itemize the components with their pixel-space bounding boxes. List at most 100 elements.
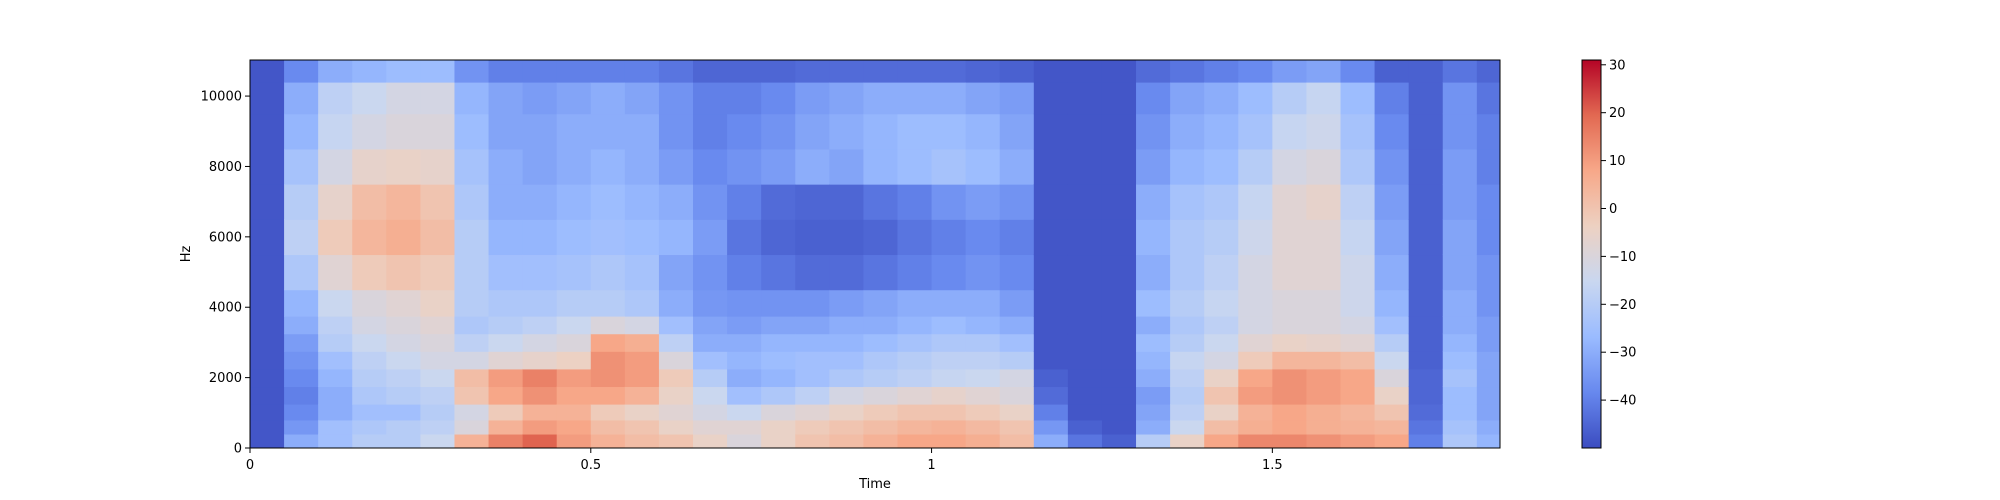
heatmap-cell — [624, 386, 660, 405]
heatmap-cell — [284, 60, 319, 83]
heatmap-cell — [488, 351, 524, 370]
heatmap-cell — [1476, 333, 1500, 352]
heatmap-cell — [590, 433, 626, 448]
heatmap-cell — [931, 148, 967, 185]
heatmap-cell — [1340, 351, 1376, 370]
heatmap-cell — [522, 60, 558, 83]
heatmap-cell — [420, 333, 456, 352]
heatmap-cell — [556, 333, 592, 352]
heatmap-cell — [931, 82, 967, 115]
heatmap-cell — [863, 404, 899, 421]
heatmap-cell — [1101, 333, 1137, 352]
heatmap-cell — [1272, 289, 1308, 317]
heatmap-cell — [829, 404, 865, 421]
heatmap-cell — [352, 386, 387, 405]
heatmap-cell — [386, 219, 421, 256]
heatmap-cell — [1442, 368, 1478, 388]
heatmap-cell — [1067, 419, 1103, 435]
heatmap-cell — [352, 333, 387, 352]
heatmap-cell — [1374, 404, 1410, 421]
heatmap-cell — [386, 82, 421, 115]
heatmap-cell — [250, 113, 285, 150]
heatmap-cell — [1374, 419, 1410, 435]
heatmap-cell — [693, 419, 728, 435]
heatmap-cell — [1067, 113, 1103, 150]
heatmap-cell — [1033, 289, 1069, 317]
heatmap-cell — [863, 433, 899, 448]
heatmap-cell — [1442, 148, 1478, 185]
heatmap-cell — [1101, 419, 1137, 435]
heatmap-cell — [1170, 113, 1205, 150]
heatmap-cell — [795, 82, 830, 115]
heatmap-cell — [1374, 433, 1410, 448]
heatmap-cell — [727, 386, 762, 405]
heatmap-cell — [250, 289, 285, 317]
heatmap-cell — [727, 60, 762, 83]
heatmap-cell — [693, 60, 728, 83]
heatmap-cell — [1442, 219, 1478, 256]
heatmap-cell — [795, 433, 830, 448]
heatmap-cell — [1067, 351, 1103, 370]
heatmap-cell — [1033, 254, 1069, 291]
heatmap-cell — [1238, 333, 1273, 352]
heatmap-cell — [693, 433, 728, 448]
heatmap-cell — [522, 82, 558, 115]
heatmap-cell — [863, 333, 899, 352]
heatmap-cell — [965, 113, 1001, 150]
heatmap-cell — [522, 219, 558, 256]
heatmap-cell — [1067, 316, 1103, 335]
heatmap-cell — [1272, 419, 1308, 435]
heatmap-cell — [829, 113, 865, 150]
heatmap-cell — [250, 351, 285, 370]
heatmap-cell — [1408, 333, 1444, 352]
heatmap-cell — [386, 419, 421, 435]
heatmap-cell — [1340, 419, 1376, 435]
heatmap-cell — [420, 386, 456, 405]
heatmap-cell — [352, 254, 387, 291]
heatmap-cell — [420, 419, 456, 435]
heatmap-cell — [795, 386, 830, 405]
colorbar-tick-label: 0 — [1609, 202, 1617, 217]
heatmap-cell — [1101, 82, 1137, 115]
heatmap-cell — [795, 254, 830, 291]
heatmap-cell — [590, 82, 626, 115]
heatmap-cell — [624, 82, 660, 115]
heatmap-cell — [1374, 289, 1410, 317]
heatmap-cell — [352, 351, 387, 370]
heatmap-cell — [1033, 386, 1069, 405]
heatmap-cell — [965, 60, 1001, 83]
heatmap-cell — [1408, 386, 1444, 405]
heatmap-cell — [556, 82, 592, 115]
heatmap-cell — [386, 316, 421, 335]
heatmap-cell — [693, 368, 728, 388]
heatmap-cell — [624, 254, 660, 291]
heatmap-cell — [1442, 184, 1478, 220]
heatmap-cell — [1204, 184, 1239, 220]
heatmap-cell — [488, 184, 524, 220]
heatmap-cell — [829, 60, 865, 83]
heatmap-cell — [897, 60, 933, 83]
heatmap-cell — [658, 82, 694, 115]
heatmap-cell — [1272, 60, 1308, 83]
heatmap-cell — [624, 60, 660, 83]
heatmap-cell — [1374, 184, 1410, 220]
heatmap-cell — [727, 184, 762, 220]
colorbar: 30 20 10 0 −10 −20 −30 −40 — [1581, 58, 1636, 449]
heatmap-cell — [1067, 60, 1103, 83]
heatmap-cell — [795, 404, 830, 421]
heatmap-cell — [658, 60, 694, 83]
heatmap-cell — [420, 316, 456, 335]
heatmap-cell — [1340, 333, 1376, 352]
colorbar-frame — [1581, 59, 1602, 449]
heatmap-cell — [1204, 113, 1239, 150]
heatmap-cell — [829, 351, 865, 370]
heatmap-cell — [556, 60, 592, 83]
heatmap-cell — [727, 333, 762, 352]
heatmap-cell — [863, 184, 899, 220]
heatmap-cell — [999, 148, 1035, 185]
heatmap-cell — [931, 219, 967, 256]
heatmap-cell — [352, 148, 387, 185]
heatmap-cell — [1306, 60, 1342, 83]
heatmap-cell — [1204, 404, 1239, 421]
heatmap-cell — [1067, 219, 1103, 256]
